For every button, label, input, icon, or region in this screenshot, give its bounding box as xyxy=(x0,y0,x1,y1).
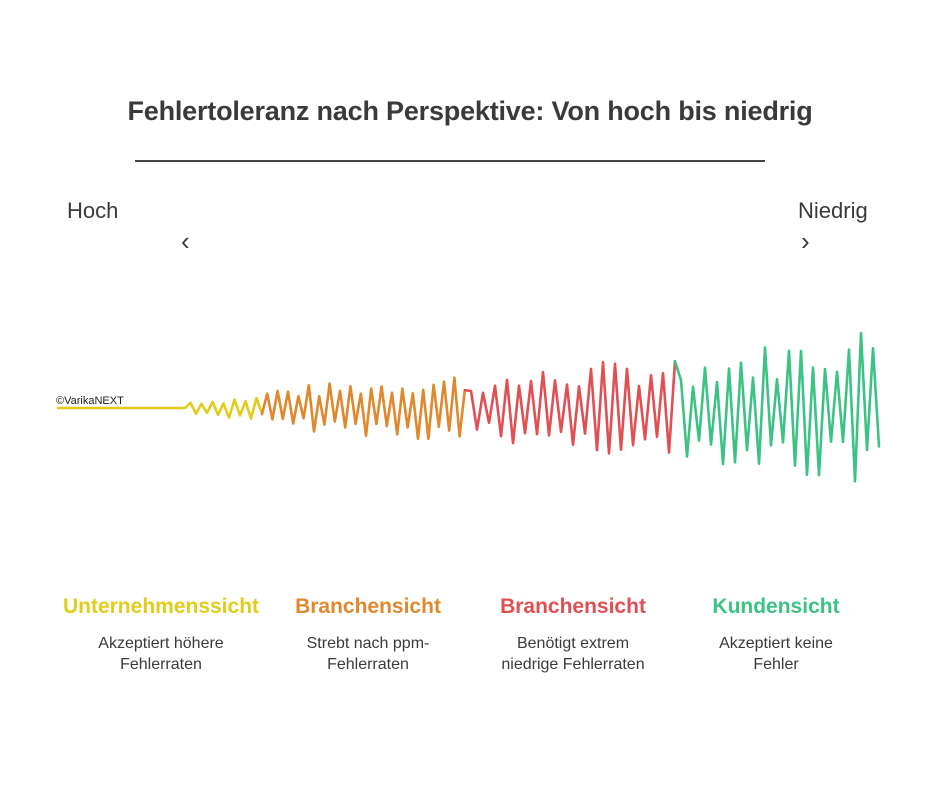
wave-segment-customer xyxy=(673,331,881,483)
category-customer: Kundensicht Akzeptiert keine Fehler xyxy=(661,593,891,675)
wave-segment-industry-orange xyxy=(260,376,467,441)
category-title: Branchensicht xyxy=(500,595,646,618)
chevron-left-icon: ‹ xyxy=(181,226,190,256)
category-description: Strebt nach ppm- Fehlerraten xyxy=(306,635,430,673)
category-industry-strict: Branchensicht Benötigt extrem niedrige F… xyxy=(458,593,688,675)
category-company: Unternehmenssicht Akzeptiert höhere Fehl… xyxy=(46,593,276,675)
category-description: Akzeptiert keine Fehler xyxy=(719,635,833,673)
title-divider xyxy=(135,160,765,162)
wave-segment-industry-red xyxy=(463,360,677,455)
page-title: Fehlertoleranz nach Perspektive: Von hoc… xyxy=(127,96,813,126)
scale-high-label: Hoch xyxy=(67,198,119,223)
copyright-notice: ©VarikaNEXT xyxy=(56,395,124,407)
category-title: Kundensicht xyxy=(712,595,840,618)
category-description: Benötigt extrem niedrige Fehlerraten xyxy=(501,635,645,673)
category-industry: Branchensicht Strebt nach ppm- Fehlerrat… xyxy=(253,593,483,675)
category-title: Branchensicht xyxy=(295,595,441,618)
scale-low-label: Niedrig xyxy=(798,198,868,223)
tolerance-waveform xyxy=(56,331,881,483)
wave-segment-company xyxy=(56,396,264,420)
chevron-right-icon: › xyxy=(801,226,810,256)
category-title: Unternehmenssicht xyxy=(62,595,260,618)
category-description: Akzeptiert höhere Fehlerraten xyxy=(98,635,224,673)
